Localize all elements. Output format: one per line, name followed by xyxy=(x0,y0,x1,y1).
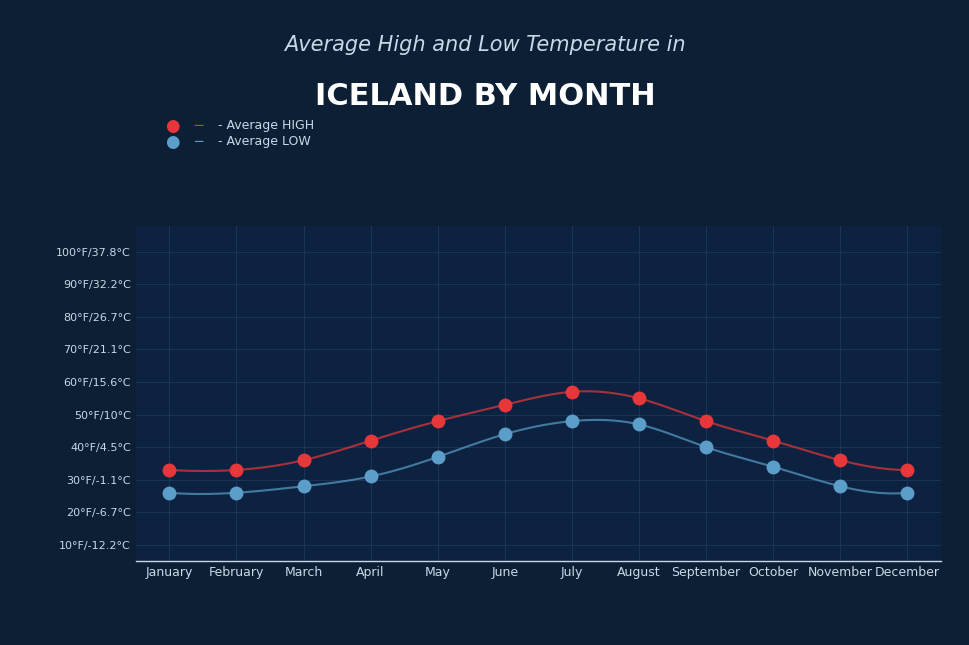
Point xyxy=(362,435,378,446)
Point xyxy=(162,488,177,498)
Point xyxy=(296,455,311,465)
Text: ●: ● xyxy=(165,117,179,135)
Point xyxy=(162,465,177,475)
Point xyxy=(698,416,713,426)
Point xyxy=(831,455,847,465)
Point xyxy=(429,451,445,462)
Text: Average High and Low Temperature in: Average High and Low Temperature in xyxy=(284,35,685,55)
Point xyxy=(765,462,780,472)
Point xyxy=(698,442,713,452)
Text: ICELAND BY MONTH: ICELAND BY MONTH xyxy=(314,83,655,111)
Point xyxy=(229,465,244,475)
Point xyxy=(564,416,579,426)
Text: ●: ● xyxy=(165,133,179,151)
Point xyxy=(296,481,311,491)
Text: - Average HIGH: - Average HIGH xyxy=(218,119,314,132)
Point xyxy=(496,400,512,410)
Point xyxy=(362,471,378,482)
Point xyxy=(631,393,646,404)
Point xyxy=(631,419,646,430)
Point xyxy=(496,429,512,439)
Point xyxy=(564,386,579,397)
Point xyxy=(898,465,914,475)
Text: ─: ─ xyxy=(194,119,203,133)
Point xyxy=(429,416,445,426)
Point xyxy=(765,435,780,446)
Point xyxy=(229,488,244,498)
Point xyxy=(831,481,847,491)
Text: ─: ─ xyxy=(194,135,203,149)
Text: - Average LOW: - Average LOW xyxy=(218,135,311,148)
Point xyxy=(898,488,914,498)
